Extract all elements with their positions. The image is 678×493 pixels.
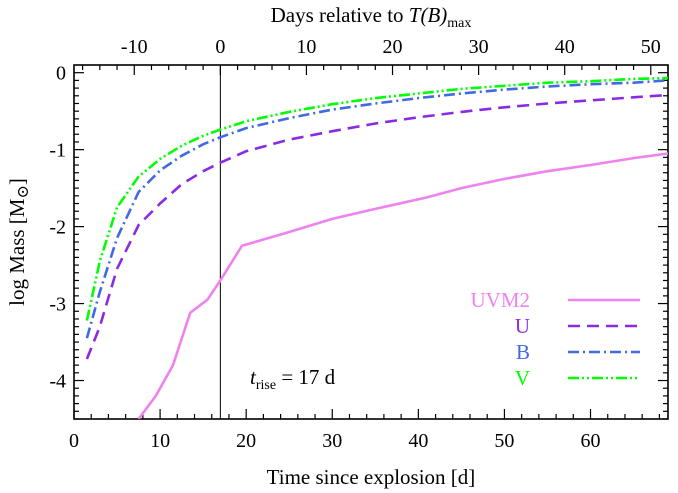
legend-label-v: V	[515, 366, 530, 390]
series-line-u	[85, 93, 668, 360]
top-tick-label: 40	[555, 36, 575, 58]
legend-label-u: U	[515, 314, 530, 338]
top-tick-label: 20	[383, 36, 403, 58]
y-axis-title-main: log Mass [M	[5, 198, 29, 306]
top-axis-title-prefix: Days relative to	[271, 3, 409, 27]
series-line-v	[85, 76, 668, 321]
x-tick-label: 30	[322, 430, 342, 452]
top-axis-title-sub: max	[447, 16, 471, 31]
x-axis-title: Time since explosion [d]	[267, 465, 476, 489]
y-tick-label: -2	[49, 217, 66, 239]
top-tick-label: -10	[121, 36, 148, 58]
rise-time-annotation: trise = 17 d	[250, 365, 336, 393]
y-tick-label: -3	[49, 294, 66, 316]
x-tick-label: 10	[150, 430, 170, 452]
x-tick-label: 0	[69, 430, 79, 452]
legend-label-b: B	[516, 340, 530, 364]
y-axis-title-sun-symbol: ⊙	[15, 185, 32, 198]
series-line-uvm2	[137, 152, 668, 419]
y-tick-label: 0	[56, 63, 66, 85]
x-tick-label: 40	[408, 430, 428, 452]
top-tick-label: 10	[296, 36, 316, 58]
x-tick-label: 20	[236, 430, 256, 452]
top-tick-label: 0	[215, 36, 225, 58]
y-tick-label: -4	[49, 371, 66, 393]
axis-ticks: 0 10 20 30 40 50 60 -10 0 10 20 30 40 50 0 -1 -2 -3 -4	[49, 36, 669, 452]
annotation-var: t	[250, 365, 257, 389]
y-axis-title-end: ]	[5, 178, 29, 185]
x-tick-label: 50	[494, 430, 514, 452]
series-line-b	[85, 79, 668, 339]
top-tick-label: 50	[641, 36, 661, 58]
top-axis-title: Days relative to T(B)max	[271, 3, 472, 31]
top-axis-title-var: T(B)	[409, 3, 448, 27]
x-tick-label: 60	[581, 430, 601, 452]
plot-frame	[73, 64, 669, 420]
annotation-rest: = 17 d	[276, 365, 336, 389]
top-tick-label: 30	[469, 36, 489, 58]
y-tick-label: -1	[49, 140, 66, 162]
legend-label-uvm2: UVM2	[470, 288, 530, 312]
y-axis-title: log Mass [M⊙]	[5, 178, 32, 306]
annotation-sub: rise	[256, 378, 276, 393]
series-lines	[85, 76, 668, 419]
